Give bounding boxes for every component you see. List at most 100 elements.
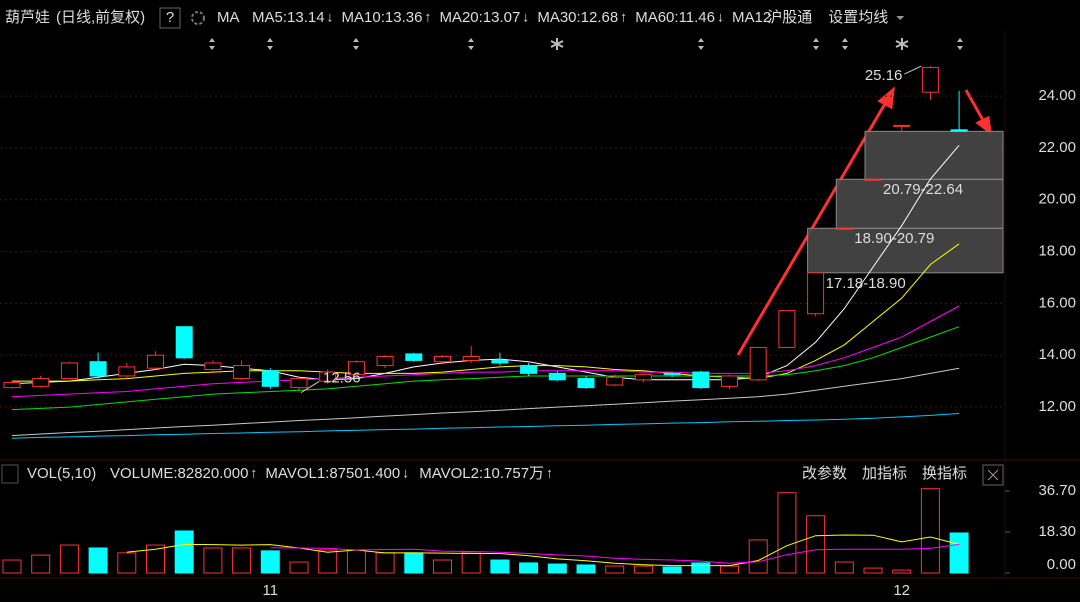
ma-line bbox=[11, 413, 960, 439]
candle-body bbox=[175, 326, 193, 359]
gap-label: 20.79-22.64 bbox=[883, 181, 963, 198]
candle-body bbox=[376, 356, 394, 367]
volume-bar bbox=[59, 544, 79, 574]
ma-line bbox=[11, 326, 960, 411]
hk-connect: 沪股通 bbox=[767, 9, 812, 26]
candle-body bbox=[118, 366, 136, 377]
volume-bar bbox=[863, 567, 883, 574]
y-tick-label: 14.00 bbox=[1038, 346, 1076, 363]
candle-body bbox=[807, 272, 825, 315]
volume-bar bbox=[203, 547, 223, 574]
volume-bar bbox=[174, 530, 194, 574]
y-tick-label: 12.00 bbox=[1038, 398, 1076, 415]
candle-body bbox=[520, 365, 538, 374]
volume-label: VOLUME:82820.000 bbox=[110, 465, 248, 482]
candle-body bbox=[663, 372, 681, 376]
mavol-legend: MAVOL1:87501.400 bbox=[265, 465, 400, 482]
y-tick-label: 24.00 bbox=[1038, 87, 1076, 104]
vol-tick-label: 18.30 bbox=[1038, 523, 1076, 540]
indicator-button[interactable]: 改参数 bbox=[802, 465, 847, 482]
ma-line bbox=[11, 144, 960, 385]
volume-bar bbox=[31, 554, 51, 574]
candle-body bbox=[634, 374, 652, 381]
candle-body bbox=[864, 178, 882, 181]
candle-body bbox=[147, 354, 164, 369]
y-tick-label: 22.00 bbox=[1038, 139, 1076, 156]
ma-line bbox=[11, 367, 960, 437]
volume-bar bbox=[375, 552, 395, 574]
header: 葫芦娃 (日线,前复权) ? MA bbox=[5, 7, 240, 29]
indicator-button[interactable]: 加指标 bbox=[862, 465, 907, 482]
volume-bar bbox=[88, 547, 108, 574]
arrow bbox=[964, 89, 986, 123]
mode-label: (日线,前复权) bbox=[56, 8, 145, 26]
volume-bar bbox=[490, 559, 510, 574]
y-tick-label: 20.00 bbox=[1038, 191, 1076, 208]
volume-bar bbox=[633, 565, 653, 574]
volume-bar bbox=[691, 562, 711, 574]
ma-legend: MA12 bbox=[732, 9, 771, 26]
y-tick-label: 16.00 bbox=[1038, 294, 1076, 311]
vol-tick-label: 0.00 bbox=[1047, 556, 1076, 573]
volume-bar bbox=[346, 549, 366, 574]
candle-body bbox=[32, 378, 50, 387]
help[interactable]: ? bbox=[166, 9, 174, 26]
ma-legend: MA10:13.36 bbox=[342, 9, 423, 26]
volume-bar bbox=[461, 551, 481, 574]
volume-bar bbox=[949, 532, 969, 574]
volume-bar bbox=[260, 550, 280, 574]
indicator-button[interactable]: 换指标 bbox=[922, 465, 967, 482]
candle-body bbox=[233, 365, 251, 380]
dropdown-icon bbox=[896, 16, 905, 20]
candle-body bbox=[60, 362, 78, 380]
candle-body bbox=[405, 353, 423, 361]
close-icon[interactable] bbox=[987, 469, 999, 481]
high-pointer bbox=[904, 65, 922, 75]
volume-bar bbox=[806, 515, 826, 574]
gear-icon[interactable] bbox=[191, 11, 205, 25]
volume-bar bbox=[2, 559, 22, 574]
vol-menu-box[interactable] bbox=[1, 464, 19, 484]
candle-body bbox=[835, 227, 853, 230]
volume-bar bbox=[547, 563, 567, 574]
volume-bar bbox=[662, 566, 682, 574]
close-box[interactable] bbox=[982, 464, 1004, 486]
mavol-trend: ↓ bbox=[402, 465, 409, 481]
arrow-head bbox=[877, 86, 895, 110]
candle-body bbox=[319, 371, 337, 382]
mavol-legend: MAVOL2:10.757万 bbox=[419, 465, 544, 482]
candle-body bbox=[606, 376, 624, 386]
mavol-trend: ↑ bbox=[546, 465, 553, 481]
candle-body bbox=[778, 310, 796, 348]
marker[interactable] bbox=[550, 38, 909, 50]
candle-body bbox=[950, 129, 968, 132]
candle-body bbox=[491, 359, 509, 364]
ma-legend: MA30:12.68 bbox=[537, 9, 618, 26]
high-label: 25.16 bbox=[865, 67, 903, 84]
volume-bar bbox=[146, 544, 165, 574]
settings[interactable]: 设置均线 bbox=[828, 9, 888, 26]
volume-bar bbox=[920, 488, 940, 574]
gap-label: 18.90-20.79 bbox=[854, 230, 934, 247]
ma-legend: MA20:13.07 bbox=[439, 9, 520, 26]
volume-bar bbox=[433, 559, 452, 574]
candle-body bbox=[290, 378, 308, 389]
candle-body bbox=[692, 371, 710, 389]
stock-name: 葫芦娃 bbox=[5, 9, 50, 26]
low-label: 12.56 bbox=[323, 370, 361, 387]
mavol-line bbox=[126, 534, 960, 567]
volume-bar bbox=[404, 552, 424, 574]
candle-body bbox=[893, 124, 911, 127]
event-markers bbox=[209, 38, 963, 50]
low-pointer bbox=[300, 381, 320, 393]
candle-body bbox=[3, 381, 21, 389]
volume-bar bbox=[720, 565, 739, 574]
volume-trend: ↑ bbox=[250, 465, 257, 481]
candle-body bbox=[261, 370, 279, 387]
ma-trend: ↓ bbox=[522, 9, 529, 25]
vol-title: VOL(5,10) bbox=[27, 465, 96, 482]
candle-body bbox=[749, 346, 767, 381]
help-box[interactable] bbox=[159, 7, 181, 29]
